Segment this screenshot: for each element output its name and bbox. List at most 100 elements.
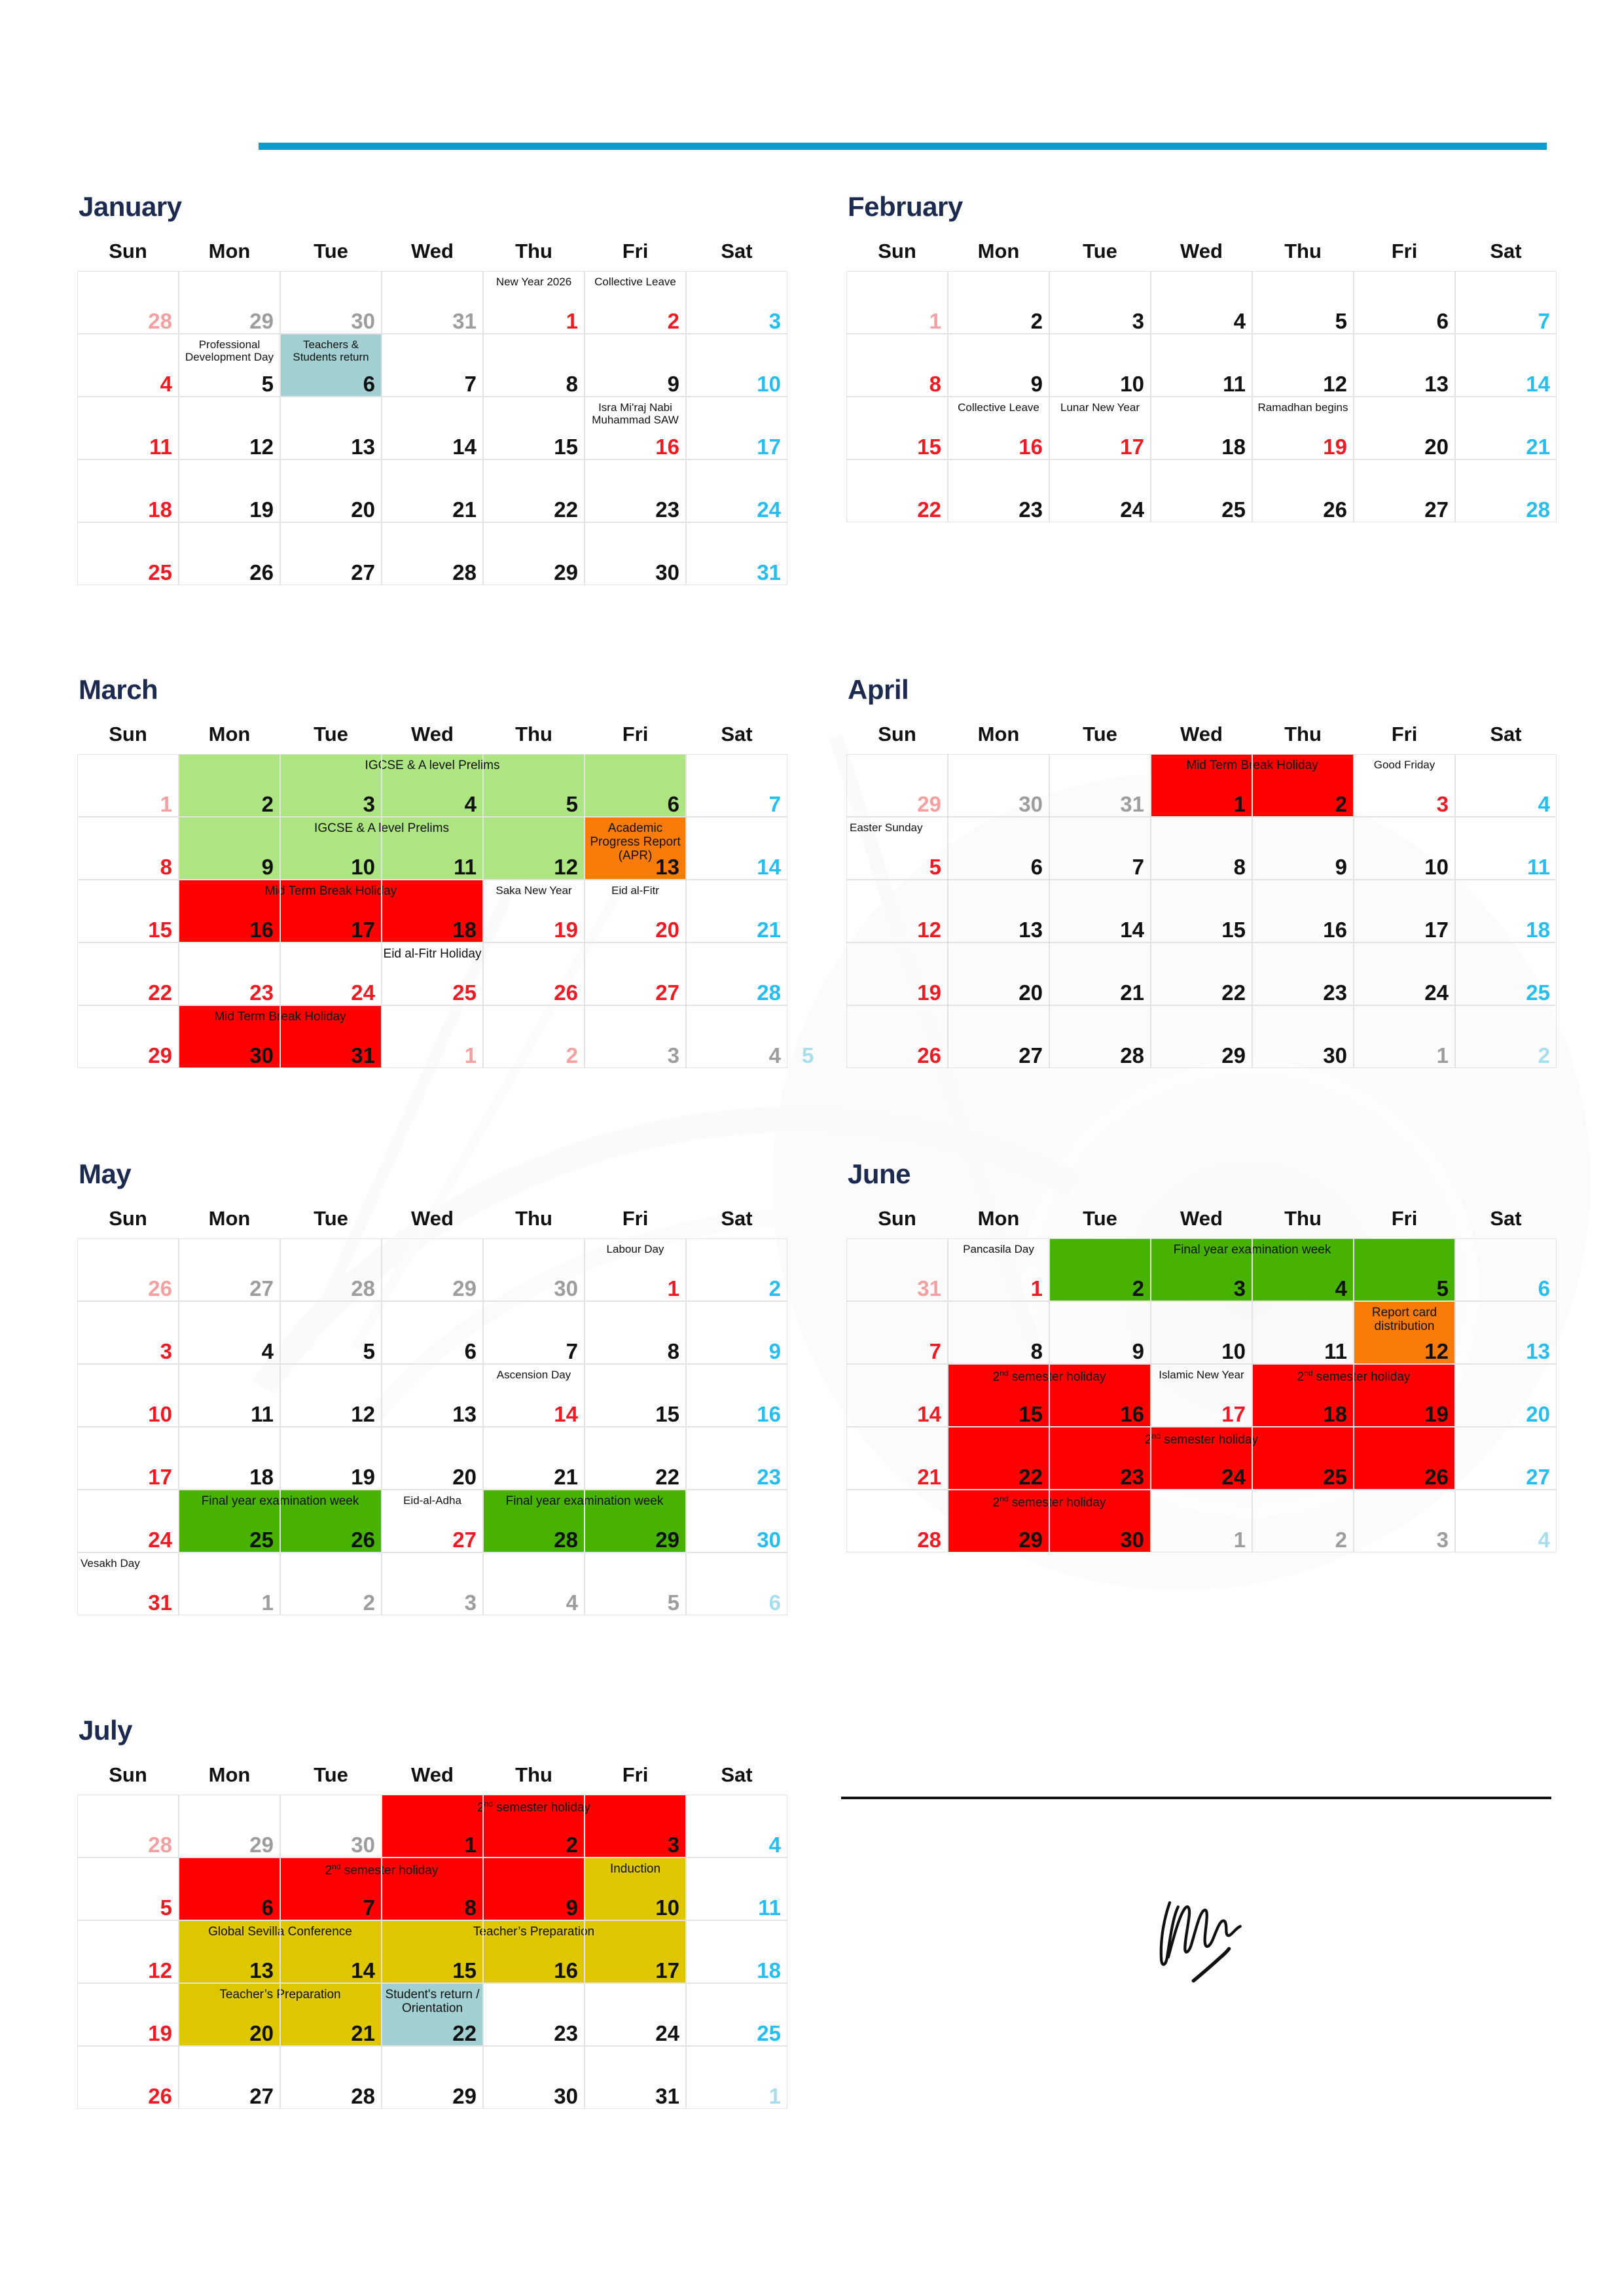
- day-cell[interactable]: 4: [1252, 1238, 1354, 1301]
- day-cell[interactable]: 1: [77, 754, 179, 817]
- day-cell[interactable]: 23: [179, 942, 280, 1005]
- day-cell[interactable]: 29: [483, 522, 585, 585]
- day-cell[interactable]: 30: [1252, 1005, 1354, 1068]
- day-cell[interactable]: 9: [1252, 817, 1354, 880]
- day-cell[interactable]: 21: [686, 880, 787, 942]
- day-cell[interactable]: 30: [179, 1005, 280, 1068]
- day-cell[interactable]: 11: [382, 817, 483, 880]
- day-cell[interactable]: 23: [1252, 942, 1354, 1005]
- day-cell[interactable]: 12: [77, 1920, 179, 1983]
- day-cell[interactable]: 3: [280, 754, 382, 817]
- day-cell[interactable]: 15: [948, 1364, 1049, 1427]
- day-cell[interactable]: 31: [1049, 754, 1151, 817]
- day-cell[interactable]: Labour Day 1: [585, 1238, 686, 1301]
- day-cell[interactable]: 7: [280, 1857, 382, 1920]
- day-cell[interactable]: 10: [1151, 1301, 1252, 1364]
- day-cell[interactable]: 27: [1455, 1427, 1557, 1490]
- day-cell[interactable]: 30: [280, 1795, 382, 1857]
- day-cell[interactable]: 8: [948, 1301, 1049, 1364]
- day-cell[interactable]: 14: [382, 397, 483, 459]
- day-cell[interactable]: 31: [686, 522, 787, 585]
- day-cell[interactable]: 11: [1455, 817, 1557, 880]
- day-cell[interactable]: 18: [77, 459, 179, 522]
- day-cell[interactable]: 30: [280, 271, 382, 334]
- day-cell[interactable]: 7: [686, 754, 787, 817]
- day-cell[interactable]: 7: [1455, 271, 1557, 334]
- day-cell[interactable]: 27: [280, 522, 382, 585]
- day-cell[interactable]: 28: [280, 2046, 382, 2109]
- day-cell[interactable]: 10: [585, 1857, 686, 1920]
- day-cell[interactable]: 2: [1252, 754, 1354, 817]
- day-cell[interactable]: 29: [382, 2046, 483, 2109]
- day-cell[interactable]: 31: [585, 2046, 686, 2109]
- day-cell[interactable]: 29: [179, 1795, 280, 1857]
- day-cell[interactable]: 26: [179, 522, 280, 585]
- day-cell[interactable]: 15: [77, 880, 179, 942]
- day-cell[interactable]: 28: [686, 942, 787, 1005]
- day-cell[interactable]: 19: [179, 459, 280, 522]
- day-cell[interactable]: 2: [483, 1795, 585, 1857]
- day-cell[interactable]: 30: [483, 2046, 585, 2109]
- day-cell[interactable]: 3: [1049, 271, 1151, 334]
- day-cell[interactable]: 16: [686, 1364, 787, 1427]
- day-cell[interactable]: Good Friday 3: [1354, 754, 1455, 817]
- day-cell[interactable]: 22: [585, 1427, 686, 1490]
- day-cell[interactable]: 7: [483, 1301, 585, 1364]
- day-cell[interactable]: 17: [585, 1920, 686, 1983]
- day-cell[interactable]: 22: [846, 459, 948, 522]
- day-cell[interactable]: 22: [1151, 942, 1252, 1005]
- day-cell[interactable]: Professional Development Day 5: [179, 334, 280, 397]
- day-cell[interactable]: 28: [1455, 459, 1557, 522]
- day-cell[interactable]: Lunar New Year 17: [1049, 397, 1151, 459]
- day-cell[interactable]: 13: [1455, 1301, 1557, 1364]
- day-cell[interactable]: 22: [382, 1983, 483, 2046]
- day-cell[interactable]: 2: [1455, 1005, 1557, 1068]
- day-cell[interactable]: 19: [846, 942, 948, 1005]
- day-cell[interactable]: 21: [1049, 942, 1151, 1005]
- day-cell[interactable]: 20: [1455, 1364, 1557, 1427]
- day-cell[interactable]: 5: [77, 1857, 179, 1920]
- day-cell[interactable]: 25: [179, 1490, 280, 1552]
- day-cell[interactable]: 16: [179, 880, 280, 942]
- day-cell[interactable]: 4: [686, 1005, 787, 1068]
- day-cell[interactable]: 25: [1455, 942, 1557, 1005]
- day-cell[interactable]: 20: [948, 942, 1049, 1005]
- day-cell[interactable]: 1: [1151, 1490, 1252, 1552]
- day-cell[interactable]: 28: [280, 1238, 382, 1301]
- day-cell[interactable]: 4: [179, 1301, 280, 1364]
- day-cell[interactable]: 30: [948, 754, 1049, 817]
- day-cell[interactable]: 20: [382, 1427, 483, 1490]
- day-cell[interactable]: 1: [382, 1005, 483, 1068]
- day-cell[interactable]: 6: [1354, 271, 1455, 334]
- day-cell[interactable]: 24: [686, 459, 787, 522]
- day-cell[interactable]: 6: [179, 1857, 280, 1920]
- day-cell[interactable]: 1: [382, 1795, 483, 1857]
- day-cell[interactable]: 15: [382, 1920, 483, 1983]
- day-cell[interactable]: Eid-al-Adha 27: [382, 1490, 483, 1552]
- day-cell[interactable]: 2: [1049, 1238, 1151, 1301]
- day-cell[interactable]: 6: [382, 1301, 483, 1364]
- day-cell[interactable]: 19: [1354, 1364, 1455, 1427]
- day-cell[interactable]: 12: [280, 1364, 382, 1427]
- day-cell[interactable]: 9: [179, 817, 280, 880]
- day-cell[interactable]: 17: [1354, 880, 1455, 942]
- day-cell[interactable]: 9: [948, 334, 1049, 397]
- day-cell[interactable]: 29: [846, 754, 948, 817]
- day-cell[interactable]: 30: [686, 1490, 787, 1552]
- day-cell[interactable]: 12: [846, 880, 948, 942]
- day-cell[interactable]: 17: [280, 880, 382, 942]
- day-cell[interactable]: 30: [1049, 1490, 1151, 1552]
- day-cell[interactable]: Teachers & Students return 6: [280, 334, 382, 397]
- day-cell[interactable]: Isra Mi'raj Nabi Muhammad SAW 16: [585, 397, 686, 459]
- day-cell[interactable]: 29: [585, 1490, 686, 1552]
- day-cell[interactable]: 12: [1354, 1301, 1455, 1364]
- day-cell[interactable]: 30: [585, 522, 686, 585]
- day-cell[interactable]: 10: [686, 334, 787, 397]
- day-cell[interactable]: 3: [686, 271, 787, 334]
- day-cell[interactable]: 29: [382, 1238, 483, 1301]
- day-cell[interactable]: 14: [846, 1364, 948, 1427]
- day-cell[interactable]: 11: [1252, 1301, 1354, 1364]
- day-cell[interactable]: 30: [483, 1238, 585, 1301]
- day-cell[interactable]: 6: [686, 1552, 787, 1615]
- day-cell[interactable]: 13: [280, 397, 382, 459]
